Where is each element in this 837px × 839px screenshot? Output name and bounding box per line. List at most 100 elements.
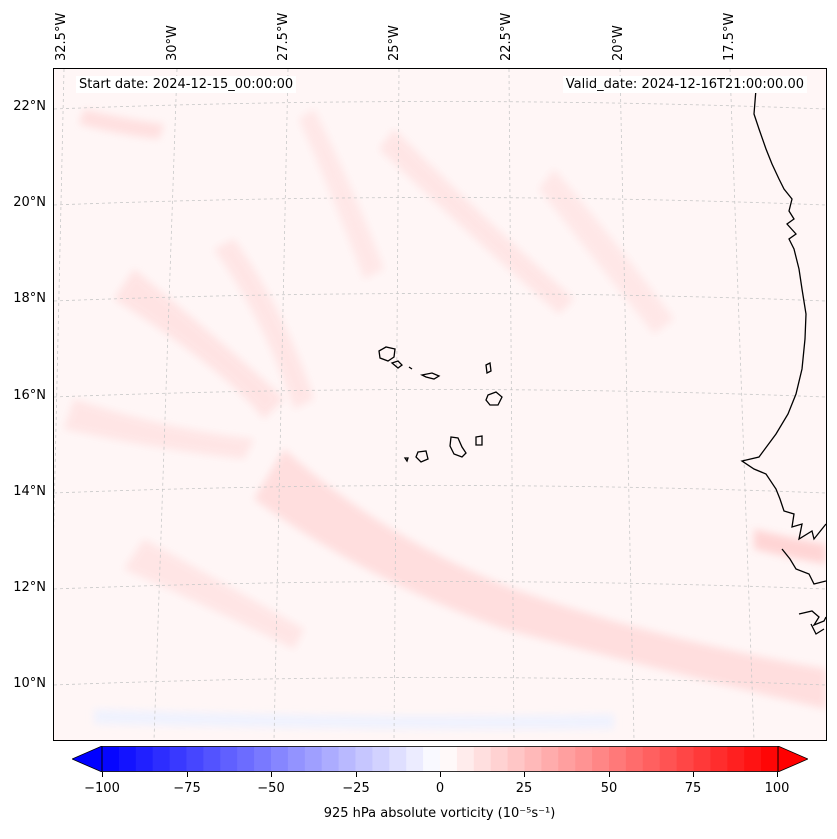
santo-antao-island	[378, 346, 396, 362]
colorbar-tick-label: 50	[600, 781, 618, 796]
colorbar-tickmark	[777, 772, 778, 777]
vorticity-band	[214, 239, 314, 409]
valid-date-label: Valid_date: 2024-12-16T21:00:00.00	[562, 76, 807, 93]
colorbar-cell	[169, 746, 187, 772]
gridline-lon	[729, 69, 755, 740]
negative-vorticity-band	[94, 709, 614, 730]
lon-label: 25°W	[387, 25, 402, 61]
sal-island	[485, 362, 492, 374]
start-date-label: Start date: 2024-12-15_00:00:00	[76, 76, 297, 93]
gridline-lat	[54, 197, 826, 206]
colorbar-cell	[609, 746, 627, 772]
map-panel	[53, 68, 827, 741]
colorbar-cell	[355, 746, 373, 772]
colorbar-cell	[321, 746, 340, 772]
colorbar-cell	[507, 746, 525, 772]
colorbar-cell	[524, 746, 542, 772]
brava-island	[403, 457, 409, 463]
lat-label: 14°N	[13, 484, 46, 499]
colorbar-tickmark	[102, 772, 103, 777]
colorbar-max-extend	[777, 746, 808, 772]
colorbar-cell	[389, 746, 407, 772]
graticule	[54, 69, 826, 740]
lat-label: 22°N	[13, 99, 46, 114]
colorbar-cell	[659, 746, 678, 772]
colorbar-cell	[102, 746, 120, 772]
vorticity-band	[79, 109, 164, 139]
maio-island	[475, 435, 483, 446]
colorbar-cell	[152, 746, 171, 772]
colorbar-cell	[727, 746, 745, 772]
gridline-lat	[54, 677, 826, 686]
colorbar-cell	[440, 746, 458, 772]
colorbar-cell	[541, 746, 559, 772]
gridline-lat	[54, 293, 826, 302]
colorbar-cell	[287, 746, 306, 772]
colorbar-tick-label: 25	[515, 781, 533, 796]
lon-label: 27.5°W	[276, 12, 291, 61]
vorticity-band	[539, 169, 674, 334]
colorbar-cell	[135, 746, 154, 772]
gridline-lat	[54, 389, 826, 398]
colorbar-tick-label: 0	[435, 781, 445, 796]
vorticity-band	[299, 109, 384, 279]
colorbar-tick-label: −75	[173, 781, 201, 796]
lon-label: 17.5°W	[722, 12, 737, 61]
colorbar-tickmark	[187, 772, 188, 777]
fogo-island	[415, 450, 429, 463]
bijagos-islands	[810, 623, 825, 635]
colorbar-cell	[693, 746, 711, 772]
santa-luzia-island	[408, 366, 413, 370]
vorticity-band-main	[254, 449, 826, 709]
colorbar-tickmark	[693, 772, 694, 777]
colorbar-cell	[710, 746, 728, 772]
colorbar-tick-label: −25	[342, 781, 370, 796]
colorbar-tick-label: 100	[764, 781, 790, 796]
colorbar-cell	[575, 746, 593, 772]
colorbar-min-extend	[72, 746, 103, 772]
colorbar-cell	[304, 746, 323, 772]
gridline-lon	[619, 69, 635, 740]
coastlines	[378, 88, 826, 635]
gridline-lon	[153, 69, 178, 740]
lon-label: 30°W	[165, 25, 180, 61]
gridline-lon	[273, 69, 289, 740]
colorbar-cell	[271, 746, 289, 772]
lon-label: 32.5°W	[54, 12, 69, 61]
colorbar-cell	[625, 746, 644, 772]
colorbar	[72, 746, 808, 772]
sao-vicente-island	[390, 360, 403, 369]
colorbar-cell	[473, 746, 492, 772]
lon-label: 22.5°W	[499, 12, 514, 61]
map-background	[54, 69, 826, 740]
vorticity-band	[124, 539, 304, 649]
colorbar-cell	[592, 746, 610, 772]
colorbar-cell	[338, 746, 356, 772]
colorbar-cell	[186, 746, 204, 772]
sao-nicolau-island	[420, 372, 441, 380]
lon-label: 20°W	[611, 25, 626, 61]
gridline-lat	[54, 101, 826, 110]
santiago-island	[449, 436, 467, 458]
gridline-lon	[508, 69, 515, 740]
colorbar-cell	[254, 746, 272, 772]
colorbar-cell	[220, 746, 238, 772]
africa-coast	[740, 88, 826, 541]
colorbar-cell	[744, 746, 762, 772]
vorticity-band	[114, 269, 284, 419]
colorbar-tick-label: 75	[684, 781, 702, 796]
lat-label: 16°N	[13, 388, 46, 403]
lat-label: 10°N	[13, 676, 46, 691]
colorbar-tickmark	[271, 772, 272, 777]
colorbar-cell	[118, 746, 137, 772]
colorbar-tick-label: −50	[257, 781, 285, 796]
colorbar-tickmark	[609, 772, 610, 777]
colorbar-cell	[642, 746, 661, 772]
africa-coast-south	[781, 548, 826, 585]
colorbar-outline	[101, 746, 779, 772]
colorbar-cell	[490, 746, 509, 772]
colorbar-cell	[456, 746, 475, 772]
colorbar-cell	[676, 746, 694, 772]
vorticity-band	[64, 399, 254, 459]
gridline-lon	[393, 69, 400, 740]
